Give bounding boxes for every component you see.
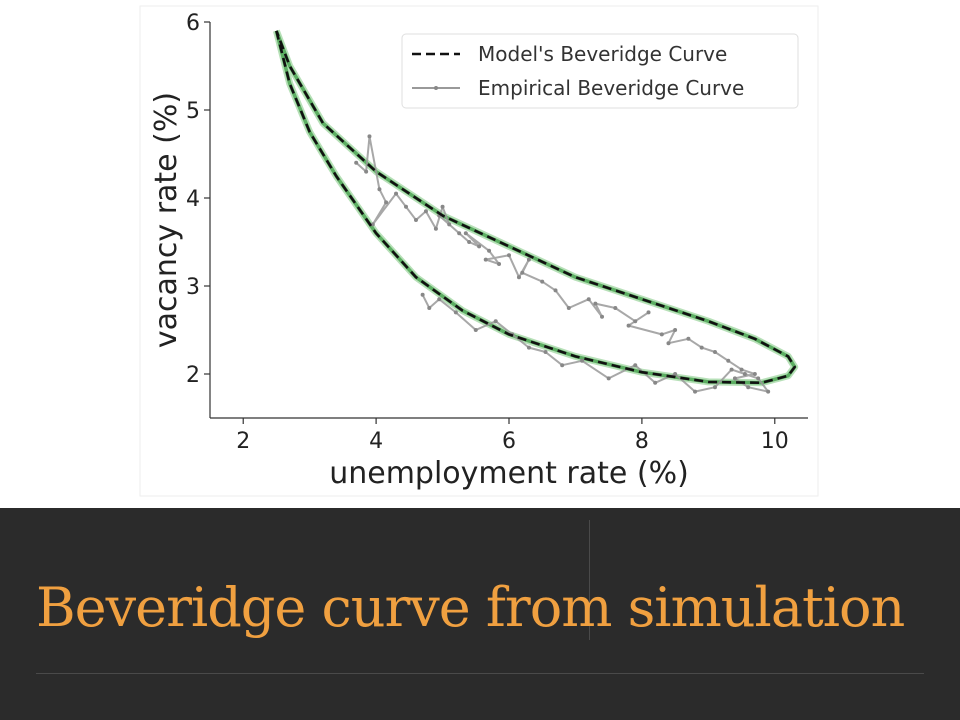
empirical-point (404, 204, 409, 209)
empirical-point (487, 248, 492, 253)
slide-title: Beveridge curve from simulation (36, 576, 905, 639)
empirical-point (693, 389, 698, 394)
y-tick-label: 5 (186, 99, 200, 124)
empirical-point (433, 226, 438, 231)
empirical-point (756, 376, 761, 381)
empirical-point (497, 262, 502, 266)
empirical-point (712, 385, 717, 390)
empirical-point (606, 376, 611, 381)
empirical-point (712, 350, 717, 354)
empirical-point (493, 319, 498, 324)
empirical-point (553, 288, 558, 293)
empirical-point (526, 345, 531, 350)
x-tick-label: 8 (635, 429, 649, 454)
legend-label: Empirical Beveridge Curve (478, 76, 744, 100)
x-axis-label: unemployment rate (%) (329, 456, 689, 491)
legend-label: Model's Beveridge Curve (478, 42, 727, 66)
x-tick-label: 4 (369, 429, 383, 454)
y-tick-label: 3 (186, 275, 200, 300)
empirical-point (377, 187, 382, 192)
chart-panel: 2 4 6 8 10 2 3 4 5 6 unemployment rate (%) vacancy … (139, 5, 819, 497)
empirical-point (516, 275, 521, 280)
empirical-point (384, 200, 389, 205)
empirical-point (673, 328, 678, 332)
empirical-point (686, 336, 691, 341)
empirical-point (520, 270, 525, 275)
empirical-point (653, 380, 658, 385)
series-model-line (275, 30, 796, 385)
x-tick-label: 6 (502, 429, 516, 454)
empirical-point (699, 345, 704, 350)
empirical-point (543, 350, 548, 354)
empirical-point (729, 367, 734, 372)
title-band (0, 508, 960, 720)
empirical-point (453, 310, 458, 315)
empirical-point (600, 314, 605, 319)
empirical-point (586, 297, 591, 302)
empirical-point (752, 372, 757, 376)
empirical-point (447, 222, 452, 227)
empirical-point (540, 279, 545, 284)
empirical-point (463, 231, 468, 236)
empirical-point (726, 358, 731, 363)
empirical-point (354, 160, 359, 165)
empirical-point (526, 257, 531, 262)
empirical-point (646, 310, 651, 315)
empirical-point (742, 372, 747, 376)
empirical-point (732, 376, 737, 381)
empirical-point (370, 222, 375, 227)
empirical-point (593, 301, 598, 306)
empirical-point (467, 240, 472, 244)
empirical-point (633, 319, 638, 324)
empirical-point (457, 231, 462, 236)
empirical-point (394, 191, 399, 196)
y-tick-label: 4 (186, 187, 200, 212)
empirical-point (739, 367, 744, 372)
empirical-point (427, 306, 432, 310)
empirical-point (477, 244, 482, 249)
empirical-point (437, 297, 442, 302)
horizontal-divider (36, 673, 924, 674)
empirical-point (659, 332, 664, 337)
empirical-point (673, 372, 678, 376)
empirical-point (413, 218, 418, 222)
y-tick-label: 6 (186, 11, 200, 36)
empirical-point (746, 385, 751, 390)
empirical-point (420, 292, 425, 297)
empirical-point (483, 257, 488, 262)
empirical-point (423, 209, 428, 214)
empirical-point (507, 253, 511, 258)
empirical-point (566, 306, 571, 310)
empirical-point (580, 358, 585, 363)
empirical-point (613, 306, 618, 310)
empirical-point (766, 389, 771, 394)
empirical-point (560, 363, 565, 368)
figure-frame (139, 5, 819, 497)
x-tick-label: 2 (236, 429, 250, 454)
y-tick-label: 2 (186, 363, 200, 388)
empirical-point (666, 341, 671, 346)
empirical-point (633, 363, 638, 368)
y-axis-label: vacancy rate (%) (149, 92, 184, 348)
x-tick-label: 10 (761, 429, 789, 454)
vertical-divider (589, 520, 590, 640)
legend-box (401, 33, 799, 109)
empirical-point (440, 204, 445, 209)
legend-swatch-marker (434, 86, 438, 90)
empirical-point (367, 134, 372, 139)
empirical-point (364, 169, 369, 174)
empirical-point (626, 323, 631, 328)
empirical-point (473, 328, 478, 332)
